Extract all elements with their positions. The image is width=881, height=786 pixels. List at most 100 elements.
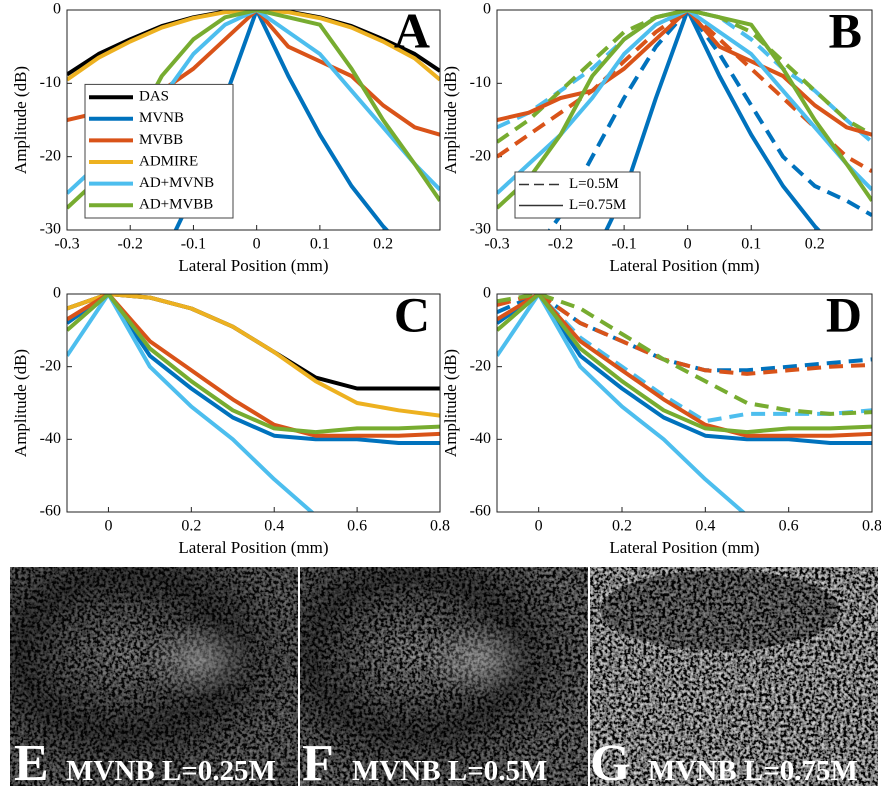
- series-line: [497, 294, 872, 373]
- plot-frame: [66, 293, 441, 513]
- x-axis-label: Lateral Position (mm): [609, 256, 759, 275]
- legend-label: DAS: [139, 89, 169, 105]
- x-tick-label: 0.1: [310, 236, 330, 253]
- x-tick-label: 0.2: [181, 518, 201, 535]
- x-tick-label: -0.2: [548, 236, 573, 253]
- panel-label: C: [394, 286, 430, 342]
- series-line: [497, 10, 872, 174]
- legend-label: MVBB: [139, 132, 183, 148]
- x-axis-label: Lateral Position (mm): [178, 538, 328, 557]
- panel-label: A: [394, 2, 430, 58]
- plot-lines: [497, 294, 872, 512]
- chart-panel: 0 -10 -20 -30-0.3 -0.2 -0.1 0 0.1 0.2 Lateral Pos…: [11, 1, 441, 275]
- y-axis-label: Amplitude (dB): [441, 66, 460, 174]
- legend-label: L=0.5M: [569, 176, 619, 192]
- series-line: [497, 294, 872, 435]
- y-tick-label: -30: [40, 221, 61, 238]
- y-tick-label: 0: [483, 1, 491, 18]
- y-tick-label: -10: [40, 74, 61, 91]
- image-caption: MVNB L=0.25M: [66, 755, 276, 786]
- series-line: [604, 10, 822, 230]
- plot-frame: [496, 293, 873, 513]
- x-tick-label: 0.4: [695, 518, 715, 535]
- plot-frame: [496, 9, 873, 231]
- series-line: [67, 294, 315, 512]
- series-line: [497, 294, 872, 376]
- image-f: F MVNB L=0.5M: [300, 567, 588, 786]
- y-tick-label: -20: [40, 147, 61, 164]
- x-tick-label: 0.4: [264, 518, 284, 535]
- chart-panel: 0 -20 -40 -60 0 0.2 0.4 0.6 0.8 Lateral Position …: [11, 285, 450, 557]
- x-tick-label: 0.1: [741, 236, 761, 253]
- y-axis-label: Amplitude (dB): [441, 349, 460, 457]
- y-axis-label: Amplitude (dB): [11, 66, 30, 174]
- image-caption: MVNB L=0.5M: [352, 755, 547, 786]
- y-tick-label: 0: [483, 285, 491, 302]
- panel-label: B: [829, 2, 862, 58]
- plot-frame: [66, 9, 441, 231]
- plot-lines: [67, 294, 440, 512]
- series-line: [497, 10, 872, 210]
- x-tick-label: -0.3: [54, 236, 79, 253]
- x-axis-label: Lateral Position (mm): [178, 256, 328, 275]
- legend-label: MVNB: [139, 110, 184, 126]
- x-tick-label: 0.2: [373, 236, 393, 253]
- series-line: [67, 294, 440, 445]
- series-line: [173, 10, 390, 230]
- series-line: [67, 294, 440, 418]
- series-line: [497, 10, 872, 137]
- y-tick-label: -30: [470, 221, 491, 238]
- image-g: G MVNB L=0.75M: [590, 567, 878, 786]
- image-letter: G: [590, 735, 630, 786]
- series-line: [67, 294, 440, 435]
- x-tick-label: -0.3: [484, 236, 509, 253]
- series-line: [67, 10, 440, 77]
- x-tick-label: -0.1: [181, 236, 206, 253]
- x-tick-label: 0.8: [430, 518, 450, 535]
- legend-label: L=0.75M: [569, 197, 626, 213]
- x-tick-label: 0.2: [612, 518, 632, 535]
- x-tick-label: 0.2: [805, 236, 825, 253]
- series-line: [497, 294, 872, 445]
- legend-label: AD+MVBB: [139, 197, 213, 213]
- legend-box: [514, 171, 641, 219]
- image-e: E MVNB L=0.25M: [10, 567, 298, 786]
- chart-panel: 0 -20 -40 -60 0 0.2 0.4 0.6 0.8 Lateral Position …: [441, 285, 881, 557]
- x-tick-label: 0: [684, 236, 692, 253]
- y-tick-label: 0: [53, 1, 61, 18]
- series-line: [497, 294, 872, 438]
- x-tick-label: 0.6: [347, 518, 367, 535]
- y-tick-label: -20: [470, 147, 491, 164]
- y-axis-label: Amplitude (dB): [11, 349, 30, 457]
- y-tick-label: -40: [470, 430, 491, 447]
- series-line: [497, 10, 872, 144]
- series-line: [67, 294, 440, 438]
- legend: L=0.5M L=0.75M: [514, 171, 641, 219]
- plot-lines: [497, 10, 872, 230]
- y-tick-label: -20: [40, 357, 61, 374]
- legend-label: AD+MVNB: [139, 175, 214, 191]
- y-tick-label: -60: [470, 503, 491, 520]
- legend-box: [84, 83, 234, 219]
- image-caption: MVNB L=0.75M: [648, 755, 858, 786]
- series-line: [67, 10, 440, 82]
- x-axis-label: Lateral Position (mm): [609, 538, 759, 557]
- x-tick-label: 0.6: [779, 518, 799, 535]
- image-letter: F: [302, 735, 334, 786]
- y-tick-label: -10: [470, 74, 491, 91]
- series-line: [497, 294, 872, 416]
- x-tick-label: 0: [253, 236, 261, 253]
- x-tick-label: 0: [535, 518, 543, 535]
- chart-panel: 0 -10 -20 -30-0.3 -0.2 -0.1 0 0.1 0.2 Lateral Pos…: [441, 1, 873, 275]
- x-tick-label: -0.1: [611, 236, 636, 253]
- y-tick-label: -40: [40, 430, 61, 447]
- x-tick-label: 0.8: [862, 518, 881, 535]
- image-letter: E: [14, 735, 49, 786]
- y-tick-label: -20: [470, 357, 491, 374]
- panel-label: D: [826, 286, 862, 342]
- x-tick-label: 0: [104, 518, 112, 535]
- x-tick-label: -0.2: [118, 236, 143, 253]
- legend: DAS MVNB MVBB ADMIRE AD+MVNB AD+MVBB: [84, 83, 234, 219]
- y-tick-label: -60: [40, 503, 61, 520]
